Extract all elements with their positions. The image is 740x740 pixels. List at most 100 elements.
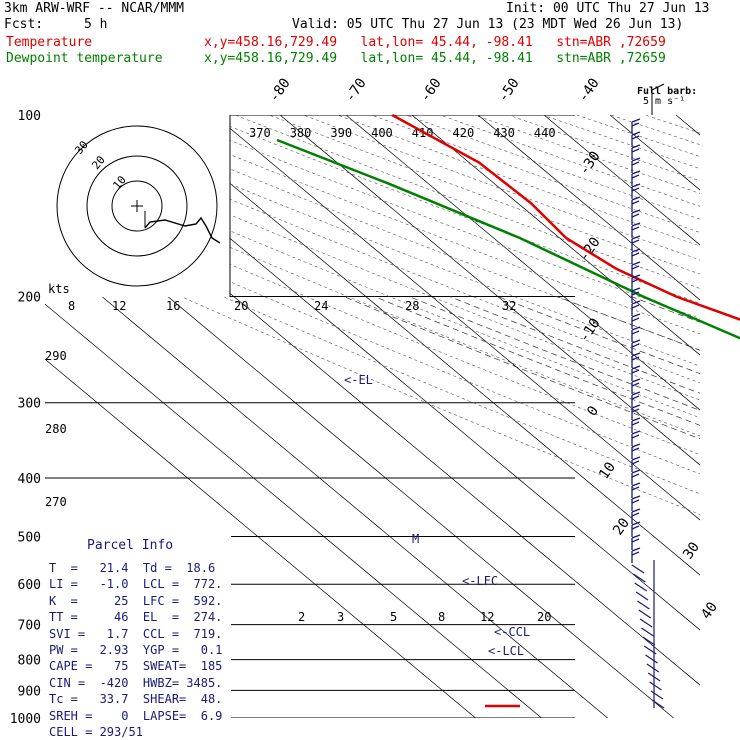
dewpoint-location: x,y=458.16,729.49 lat,lon= 45.44, -98.41… <box>204 51 666 66</box>
moist-adiabat <box>630 296 700 323</box>
theta-label: 440 <box>534 126 556 140</box>
moist-adiabat <box>343 296 700 440</box>
wind-barb <box>631 339 641 344</box>
theta-label: 420 <box>453 126 475 140</box>
wind-barb <box>631 434 640 439</box>
hodograph-ring <box>86 155 188 257</box>
wind-barb <box>641 627 654 637</box>
wind-barb <box>631 404 641 409</box>
isotherm-label: 40 <box>698 599 721 622</box>
temperature-profile <box>391 113 740 321</box>
mixing-ratio-label: 8 <box>438 610 445 624</box>
hodograph-trace <box>144 216 221 244</box>
wind-barb <box>631 564 645 574</box>
wind-barb <box>631 508 641 513</box>
wind-barb <box>631 209 641 214</box>
isotherm-line <box>609 115 700 191</box>
isotherm-label: 30 <box>680 539 703 562</box>
wind-barb <box>631 235 641 240</box>
wind-barb <box>631 521 641 526</box>
wind-barb <box>638 609 652 619</box>
wind-barb <box>631 469 641 474</box>
mixing-ratio-label: 20 <box>537 610 551 624</box>
wind-barb <box>631 161 640 166</box>
wind-barb <box>631 538 640 543</box>
wind-barb <box>631 330 640 335</box>
parcel-info-row: SREH = 0 LAPSE= 6.9 <box>49 708 223 723</box>
isotherm-label: 10 <box>596 459 619 482</box>
sounding-annotation: <-LFC <box>462 574 498 588</box>
hodograph-speed-label: 8 <box>68 299 75 313</box>
wind-barb <box>631 369 640 374</box>
dry-adiabat <box>542 115 700 169</box>
wind-barb <box>631 525 640 530</box>
wind-barb <box>631 265 640 270</box>
dry-adiabat <box>508 115 700 182</box>
wind-barb <box>631 213 640 218</box>
wind-barb <box>631 534 641 539</box>
pressure-tick-label: 600 <box>18 578 41 593</box>
wind-barb <box>631 317 640 322</box>
wind-barb <box>639 618 653 628</box>
wind-barb <box>645 654 658 664</box>
dry-adiabat <box>371 115 700 233</box>
wind-barb <box>631 252 640 257</box>
isotherm-line <box>477 115 700 301</box>
wind-barb <box>631 365 641 370</box>
wind-barb <box>635 591 649 601</box>
isotherm-label: -40 <box>575 75 603 105</box>
pressure-tick-label: 500 <box>18 530 41 545</box>
moist-adiabat <box>723 297 740 719</box>
dry-adiabat <box>45 183 700 456</box>
sounding-annotation: M <box>412 532 419 546</box>
mixing-ratio-label: 12 <box>480 610 494 624</box>
wind-barb <box>631 495 641 500</box>
mixing-ratio-label: 5 <box>390 610 397 624</box>
wind-barb <box>631 196 641 201</box>
isotherm-line <box>675 115 700 136</box>
wind-barb <box>631 460 640 465</box>
isotherm-line <box>345 115 700 411</box>
isotherm-label: 0 <box>584 403 602 419</box>
hodograph-units: kts <box>48 282 70 296</box>
wind-barb <box>631 278 640 283</box>
wind-barb <box>631 287 641 292</box>
isotherm-label: -80 <box>266 75 294 105</box>
parcel-info-row: SVI = 1.7 CCL = 719. <box>49 626 223 641</box>
parcel-info-row: CIN = -420 HWBZ= 3485. <box>49 675 223 690</box>
parcel-info-row: Tc = 33.7 SHEAR= 48. <box>49 692 223 707</box>
hodograph-speed-label: 12 <box>112 299 126 313</box>
isotherm-label: -70 <box>342 75 370 105</box>
dry-adiabat <box>234 115 700 289</box>
parcel-info-title: Parcel Info <box>87 538 174 553</box>
wind-barb <box>637 600 650 610</box>
isotherm-label: -50 <box>495 75 523 105</box>
dry-adiabat <box>45 167 700 437</box>
wind-barb <box>631 239 640 244</box>
parcel-info-row: TT = 46 EL = 274. <box>49 610 223 625</box>
wind-barb <box>631 382 640 387</box>
wind-barb <box>631 187 640 192</box>
isotherm-line <box>45 358 476 718</box>
sounding-annotation: <-EL <box>344 373 373 387</box>
wind-barb <box>631 486 640 491</box>
parcel-info-panel: Parcel Info T = 21.4 Td = 18.6 LI = -1.0 … <box>45 536 231 739</box>
mixing-ratio-label: 2 <box>298 610 305 624</box>
theta-label: 370 <box>249 126 271 140</box>
isotherm-line <box>45 248 608 718</box>
barb-legend-label: Full barb: <box>637 86 697 97</box>
pressure-tick-label: 100 <box>18 109 41 124</box>
pressure-tick-label: 200 <box>18 291 41 306</box>
barb-legend-tick <box>651 83 665 91</box>
theta-side-label: 270 <box>45 495 67 509</box>
wind-barb <box>631 326 641 331</box>
wind-barb <box>634 582 648 592</box>
hodograph-speed-label: 20 <box>234 299 248 313</box>
wind-barb <box>631 135 640 140</box>
wind-barb <box>631 131 641 136</box>
moist-adiabat <box>556 296 700 351</box>
wind-barb <box>631 300 641 305</box>
barb-legend-value: 5 m s⁻¹ <box>643 96 685 107</box>
theta-label: 400 <box>371 126 393 140</box>
wind-barb <box>631 118 641 123</box>
